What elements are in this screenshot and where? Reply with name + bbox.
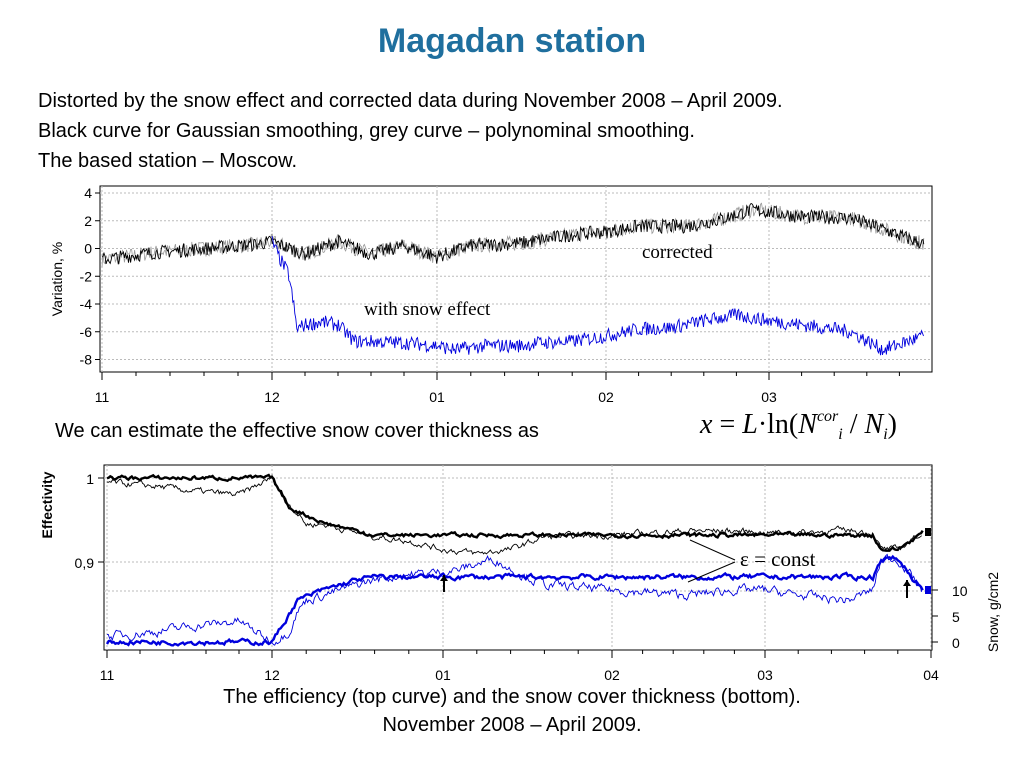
x-tick-label: 03 (761, 389, 777, 405)
y-tick-label: -4 (80, 296, 93, 312)
y2-axis-label: Snow, g/cm2 (985, 572, 1001, 652)
x-tick-label: 04 (923, 667, 939, 683)
x-tick-label: 12 (264, 389, 280, 405)
formula-n1: N (798, 409, 817, 440)
caption: The efficiency (top curve) and the snow … (0, 683, 1024, 739)
y-axis-label: Variation, % (49, 242, 65, 316)
y-tick-label: 0 (84, 241, 92, 257)
y2-tick-label: 0 (952, 635, 960, 651)
series-corrected (101, 203, 925, 265)
marker-arrow-head (903, 580, 911, 586)
x-tick-label: 03 (757, 667, 773, 683)
series-const-snow (105, 554, 924, 647)
annotation-corrected: corrected (642, 242, 713, 263)
y-tick-label: 1 (86, 471, 94, 487)
formula-close: ) (887, 409, 897, 440)
y-tick-label: 4 (84, 185, 92, 201)
y-tick-label: 0,9 (75, 555, 95, 571)
y-tick-label: -2 (80, 268, 93, 284)
marker-arrow-head (440, 575, 448, 581)
y-tick-label: 2 (84, 213, 92, 229)
annotation-pointer (689, 539, 736, 561)
x-tick-label: 02 (604, 667, 620, 683)
formula-equals: = (719, 409, 736, 440)
x-tick-label: 01 (435, 667, 451, 683)
formula-sub1: i (838, 426, 843, 443)
formula-slash: / (842, 409, 865, 440)
formula-dot: · (757, 409, 768, 440)
description: Distorted by the snow effect and correct… (38, 86, 783, 176)
caption-line-2: November 2008 – April 2009. (382, 714, 642, 736)
y-tick-label: -6 (80, 324, 93, 340)
effectivity-end-marker (925, 528, 931, 536)
description-line-3: The based station – Moscow. (38, 150, 298, 172)
y2-tick-label: 10 (952, 583, 968, 599)
x-tick-label: 01 (429, 389, 445, 405)
y2-tick-label: 5 (952, 609, 960, 625)
formula-ln: ln( (767, 409, 799, 440)
page-title: Magadan station (377, 22, 647, 60)
formula-sup: cor (816, 408, 839, 425)
formula-lhs: x (700, 409, 713, 440)
series-const-effectivity (106, 473, 924, 552)
description-line-1: Distorted by the snow effect and correct… (38, 90, 783, 112)
annotation-with-snow-effect: with snow effect (364, 299, 491, 320)
x-tick-label: 11 (100, 667, 115, 683)
formula-l: L (742, 409, 758, 440)
formula-n2: N (864, 409, 884, 440)
estimate-text: We can estimate the effective snow cover… (55, 420, 539, 442)
description-line-2: Black curve for Gaussian smoothing, grey… (38, 120, 695, 142)
caption-line-1: The efficiency (top curve) and the snow … (223, 686, 801, 708)
plot-frame (103, 464, 933, 651)
x-tick-label: 12 (264, 667, 280, 683)
series-with-snow-effect (271, 236, 924, 356)
x-tick-label: 02 (598, 389, 614, 405)
x-tick-label: 11 (95, 389, 110, 405)
snow-thickness-formula: x = L·ln(Ncori / Ni) (700, 408, 897, 444)
formula-sub2: i (883, 426, 888, 443)
y-axis-label: Effectivity (39, 471, 55, 538)
snow-end-marker (925, 586, 931, 594)
annotation-pointer (687, 561, 736, 583)
annotation-epsilon-const: ε = const (740, 547, 816, 571)
y-tick-label: -8 (80, 352, 93, 368)
